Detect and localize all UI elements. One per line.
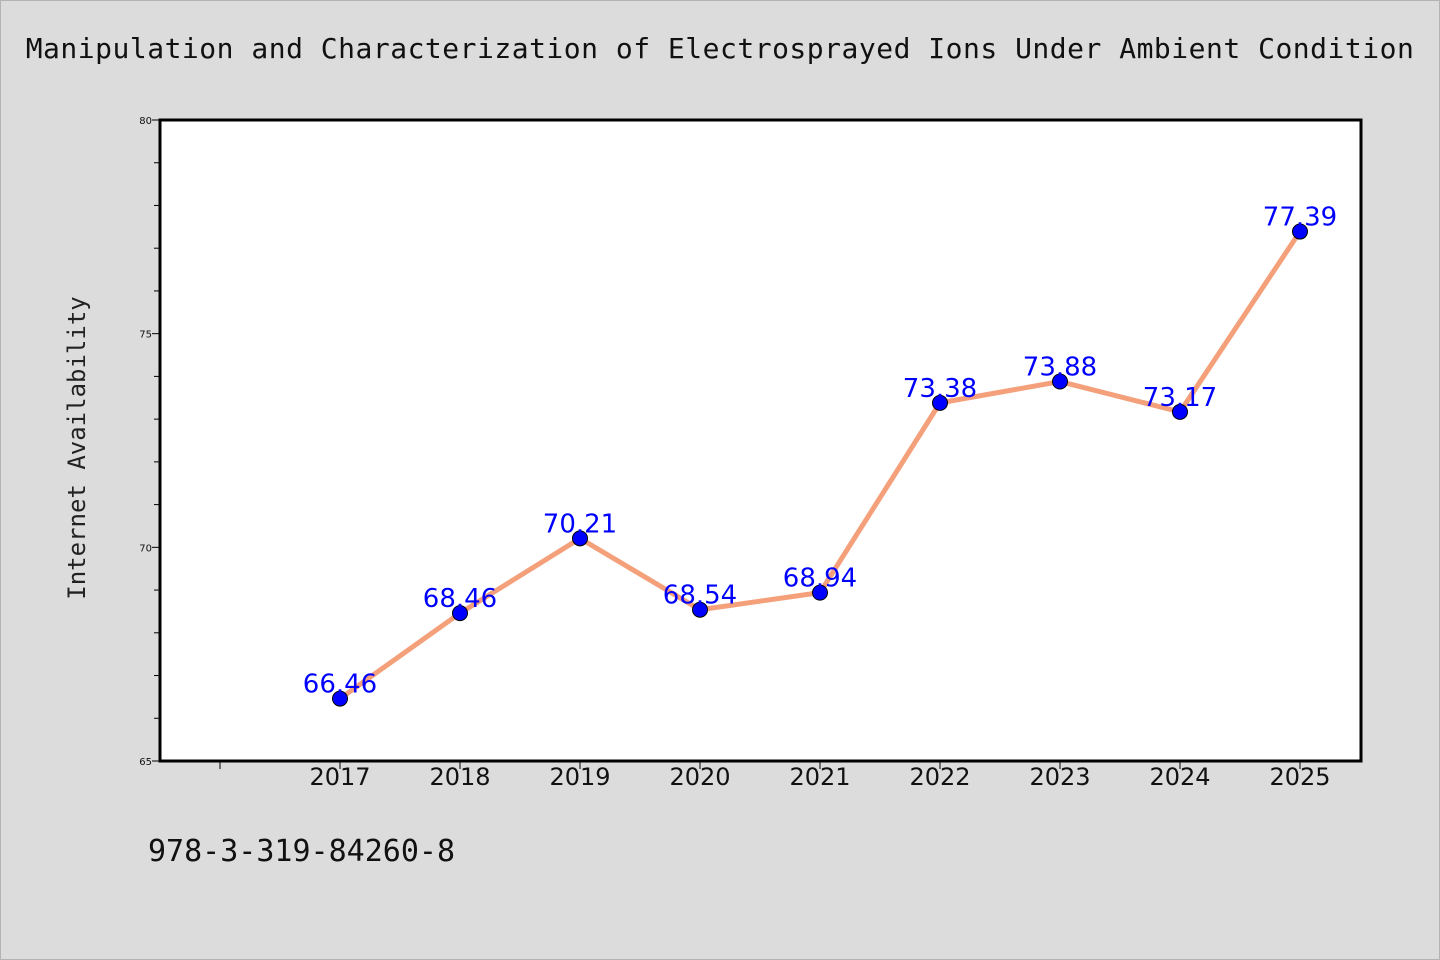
plot-area [160,120,1361,761]
data-label: 68.54 [663,581,737,611]
y-tick-label: 80 [139,116,152,127]
x-tick-label: 2022 [909,763,970,791]
data-label: 73.88 [1023,353,1097,383]
plot-border [158,118,1363,763]
data-label: 70.21 [543,509,617,539]
y-axis-label: Internet Availability [63,296,91,600]
data-point [932,394,948,411]
data-point [1172,403,1188,420]
data-point [1292,223,1308,240]
isbn-text: 978-3-319-84260-8 [148,834,456,869]
data-point [452,605,468,622]
data-label: 73.17 [1143,383,1217,413]
y-tick-label: 65 [139,757,152,768]
x-tick-label: 2020 [669,763,730,791]
chart-title: Manipulation and Characterization of Ele… [25,32,1415,65]
data-label: 68.94 [783,564,857,594]
x-tick-label: 2017 [309,763,370,791]
data-label: 66.46 [303,670,377,700]
x-tick-label: 2021 [789,763,850,791]
y-tick-label: 70 [139,543,152,554]
data-point [692,601,708,618]
data-point [572,530,588,547]
x-tick-label: 2018 [429,763,490,791]
x-tick-label: 2025 [1269,763,1330,791]
data-point [1052,373,1068,390]
data-label: 68.46 [423,584,497,614]
x-tick-label: 2023 [1029,763,1090,791]
x-tick-label: 2024 [1149,763,1210,791]
data-label: 77.39 [1263,203,1337,233]
data-point [812,584,828,601]
data-label: 73.38 [903,374,977,404]
y-tick-label: 75 [139,330,152,341]
data-point [332,690,348,707]
x-tick-label: 2019 [549,763,610,791]
